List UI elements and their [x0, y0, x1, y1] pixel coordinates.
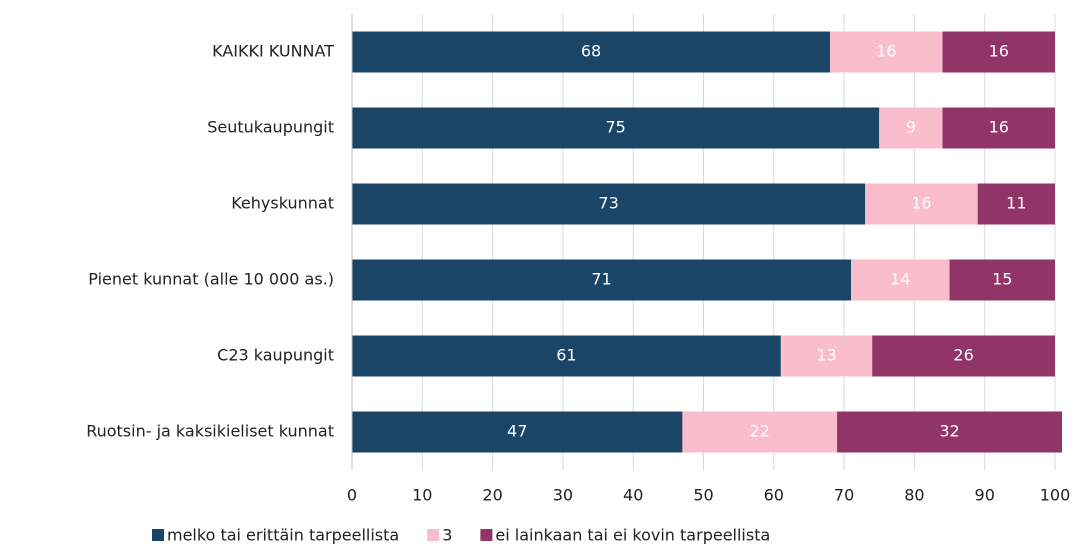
data-label: 14	[890, 270, 910, 289]
data-label: 15	[992, 270, 1012, 289]
x-tick-label: 100	[1040, 486, 1071, 505]
bar-segment	[977, 183, 1055, 225]
data-label: 26	[953, 346, 973, 365]
y-tick-label: C23 kaupungit	[217, 346, 334, 365]
data-label: 75	[605, 118, 625, 137]
x-tick-label: 60	[764, 486, 784, 505]
y-tick-label: KAIKKI KUNNAT	[212, 42, 334, 61]
data-label: 68	[581, 42, 601, 61]
x-tick-label: 80	[904, 486, 924, 505]
bar-segment	[352, 335, 781, 377]
bar-segment	[949, 259, 1055, 301]
x-tick-label: 70	[834, 486, 854, 505]
legend-label: melko tai erittäin tarpeellista	[167, 526, 399, 545]
bar-segment	[837, 411, 1063, 453]
bar-segment	[851, 259, 950, 301]
bar-segment	[352, 411, 683, 453]
x-tick-label: 0	[347, 486, 357, 505]
bar-segment	[830, 31, 943, 73]
y-tick-label: Kehyskunnat	[231, 194, 334, 213]
data-label: 71	[591, 270, 611, 289]
data-label: 16	[911, 194, 931, 213]
x-tick-label: 40	[623, 486, 643, 505]
x-tick-label: 20	[482, 486, 502, 505]
legend-label: ei lainkaan tai ei kovin tarpeellista	[495, 526, 770, 545]
bar-segment	[942, 107, 1055, 149]
x-tick-label: 50	[693, 486, 713, 505]
data-label: 47	[507, 422, 527, 441]
x-tick-label: 10	[412, 486, 432, 505]
legend-swatch	[427, 529, 440, 541]
data-label: 22	[750, 422, 770, 441]
bar-segment	[352, 31, 831, 73]
bar-segment	[682, 411, 838, 453]
bar-segment	[780, 335, 873, 377]
data-label: 73	[598, 194, 618, 213]
data-label: 32	[939, 422, 959, 441]
data-label: 9	[906, 118, 916, 137]
bar-segment	[879, 107, 943, 149]
bar-segment	[352, 259, 852, 301]
legend-swatch	[480, 529, 493, 541]
bar-segment	[872, 335, 1055, 377]
data-label: 61	[556, 346, 576, 365]
y-tick-label: Seutukaupungit	[207, 118, 334, 137]
data-label: 16	[989, 42, 1009, 61]
bar-segment	[352, 107, 880, 149]
x-tick-label: 30	[553, 486, 573, 505]
data-label: 16	[876, 42, 896, 61]
bar-segment	[942, 31, 1055, 73]
bar-segment	[865, 183, 978, 225]
legend-label: 3	[442, 526, 452, 545]
legend-swatch	[152, 529, 164, 541]
y-tick-label: Pienet kunnat (alle 10 000 as.)	[88, 270, 334, 289]
data-label: 13	[816, 346, 836, 365]
y-tick-label: Ruotsin- ja kaksikieliset kunnat	[86, 422, 334, 441]
data-label: 11	[1006, 194, 1026, 213]
bar-segment	[352, 183, 866, 225]
data-label: 16	[989, 118, 1009, 137]
x-tick-label: 90	[975, 486, 995, 505]
